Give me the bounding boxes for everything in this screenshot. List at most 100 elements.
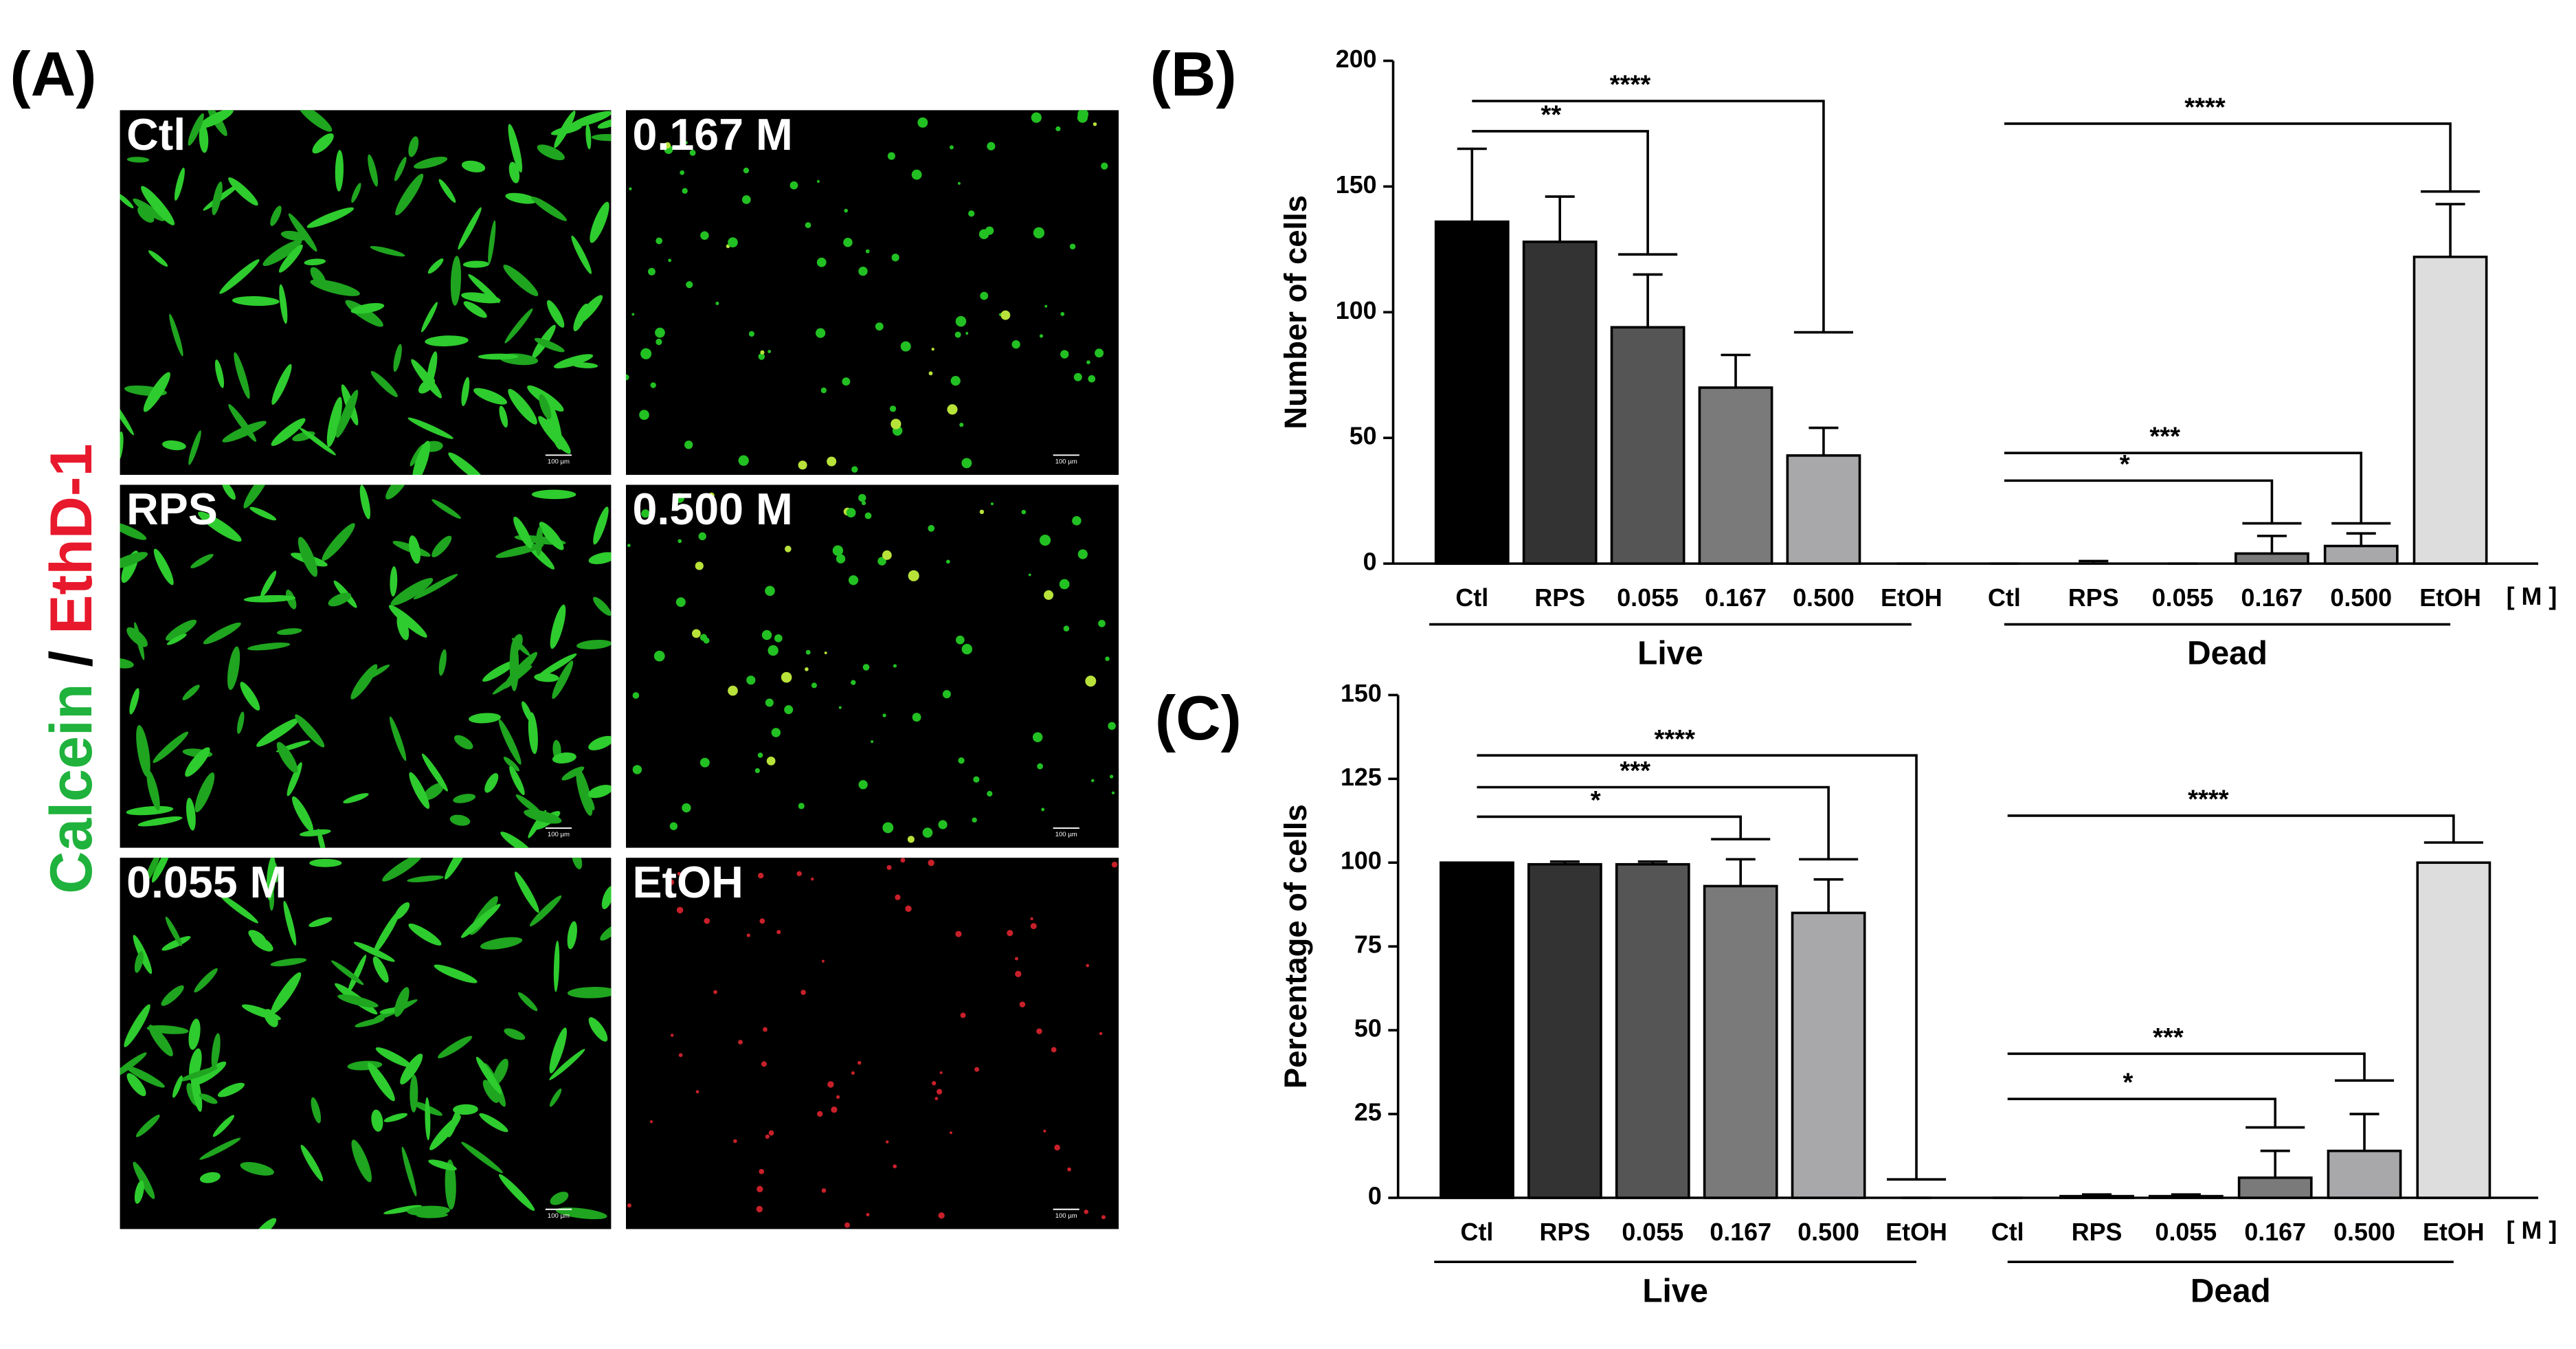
cell — [796, 871, 802, 876]
cell — [1015, 970, 1022, 977]
cell — [434, 964, 478, 983]
bar — [1786, 454, 1861, 565]
cell — [270, 205, 282, 226]
cell — [161, 985, 184, 1006]
cell — [461, 160, 486, 172]
cell — [572, 858, 583, 869]
cell — [278, 244, 303, 273]
x-tick-label: 0.167 — [2244, 1218, 2306, 1246]
cell — [448, 452, 486, 476]
cell — [280, 230, 307, 241]
cell — [684, 441, 693, 449]
cell — [504, 308, 533, 344]
cell — [203, 622, 241, 645]
group-label: Live — [1642, 1273, 1708, 1309]
cell — [908, 570, 919, 581]
cell — [1063, 625, 1070, 632]
cell — [355, 1018, 385, 1027]
cell — [310, 267, 326, 287]
cell — [928, 524, 935, 532]
cell — [974, 1067, 980, 1072]
cell — [498, 1174, 535, 1212]
cell — [493, 1058, 508, 1085]
error-bar — [2079, 559, 2109, 564]
bar — [1522, 241, 1598, 565]
cell — [585, 124, 592, 150]
cell — [851, 680, 856, 685]
cell — [668, 258, 672, 263]
cell — [1077, 549, 1088, 559]
cell — [262, 239, 302, 267]
micrograph-bg — [625, 858, 1119, 1229]
cell — [408, 923, 442, 946]
cell — [668, 879, 675, 885]
cell — [240, 1161, 274, 1176]
cell — [911, 169, 922, 180]
y-tick-label: 150 — [1341, 680, 1382, 707]
cell — [553, 354, 594, 369]
cell — [858, 780, 868, 790]
cell — [692, 629, 701, 638]
cell — [537, 653, 577, 678]
y-axis-label: Number of cells — [1278, 195, 1313, 430]
x-tick-label: RPS — [2072, 1218, 2123, 1246]
cell — [1039, 534, 1051, 546]
cell — [832, 545, 844, 556]
cell — [125, 1065, 165, 1088]
cell — [653, 650, 665, 662]
cell — [509, 766, 525, 796]
cell — [733, 1139, 737, 1144]
cell — [549, 1088, 562, 1107]
cell — [588, 735, 612, 750]
cell — [625, 374, 629, 381]
cell — [136, 725, 150, 777]
cell — [174, 167, 185, 201]
cell — [322, 523, 355, 561]
cell — [567, 987, 612, 999]
cell — [429, 1115, 461, 1150]
micrograph — [625, 110, 1119, 476]
cell — [243, 594, 296, 603]
cell — [746, 676, 756, 685]
cell — [368, 154, 379, 187]
cell — [524, 809, 562, 824]
cell — [228, 177, 258, 206]
cell — [827, 1081, 834, 1088]
cell — [950, 376, 961, 386]
cell — [955, 315, 967, 327]
cell — [1000, 310, 1011, 320]
cell — [816, 180, 820, 183]
cell — [656, 338, 662, 346]
cell — [1011, 340, 1020, 349]
scale-bar-label: 100 µm — [1055, 831, 1077, 838]
cell — [811, 877, 814, 881]
cell — [133, 1161, 155, 1199]
cell — [343, 793, 369, 804]
cell — [120, 552, 148, 569]
cell — [234, 352, 250, 399]
image-label: RPS — [126, 484, 218, 534]
cell — [756, 1205, 763, 1213]
cell — [754, 768, 760, 774]
cell — [866, 1213, 870, 1217]
cell — [203, 183, 240, 211]
cell — [182, 684, 200, 701]
cell — [763, 1027, 768, 1032]
cell — [172, 1075, 183, 1098]
cell — [907, 836, 915, 843]
cell — [655, 327, 665, 338]
y-tick-label: 50 — [1349, 423, 1377, 450]
cell — [137, 816, 183, 827]
significance-bracket — [1472, 130, 1678, 256]
cell — [500, 832, 534, 848]
cell — [141, 186, 175, 225]
cell — [677, 871, 681, 876]
cell — [817, 1111, 823, 1117]
cell — [326, 397, 342, 447]
cell — [458, 207, 482, 250]
significance-bracket — [1477, 815, 1771, 840]
y-tick-label: 150 — [1336, 171, 1377, 199]
cell — [370, 246, 405, 257]
cell — [165, 916, 182, 946]
